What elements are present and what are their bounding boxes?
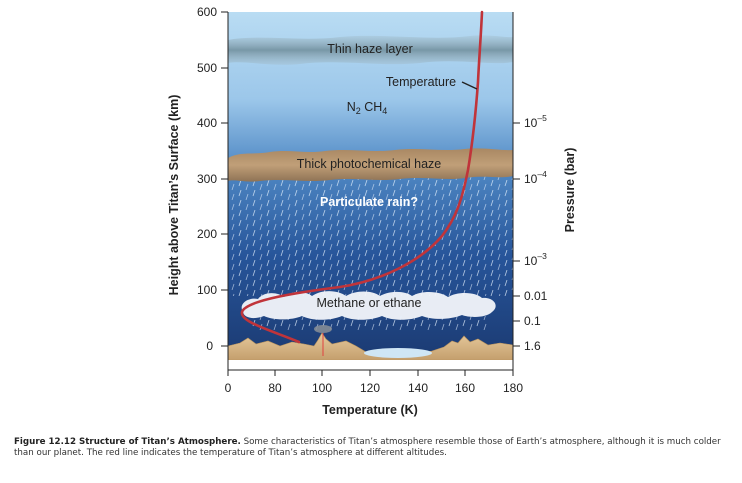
- right-axis-tick-labels: 10–5 10–4 10–3 0.01 0.1 1.6: [524, 113, 548, 353]
- tick-label-100: 100: [197, 283, 217, 297]
- left-axis-tick-labels: 600 500 400 300 200 100 0: [197, 5, 217, 353]
- methane-cloud: [241, 291, 496, 320]
- pressure-label-0-01: 0.01: [524, 289, 548, 303]
- tick-label-t140: 140: [408, 381, 428, 395]
- region-labels: Thin haze layer Temperature N2 CH4 Thick…: [297, 42, 456, 310]
- tick-label-500: 500: [197, 61, 217, 75]
- tick-label-200: 200: [197, 227, 217, 241]
- pressure-label-0-1: 0.1: [524, 314, 541, 328]
- particulate-rain-label: Particulate rain?: [320, 195, 418, 209]
- tick-label-300: 300: [197, 172, 217, 186]
- pressure-label-1e-5: 10–5: [524, 113, 547, 130]
- tick-label-t80: 80: [268, 381, 282, 395]
- left-axis-ticks: [221, 11, 228, 347]
- tick-label-t0: 0: [225, 381, 232, 395]
- caption-text: Some characteristics of Titan’s atmosphe…: [14, 437, 721, 458]
- tick-label-600: 600: [197, 5, 217, 19]
- thick-haze-label: Thick photochemical haze: [297, 157, 442, 171]
- tick-label-400: 400: [197, 116, 217, 130]
- tick-label-t100: 100: [312, 381, 332, 395]
- methane-label: Methane or ethane: [317, 296, 422, 310]
- temperature-label: Temperature: [386, 75, 456, 89]
- right-axis-title: Pressure (bar): [563, 148, 577, 233]
- methane-rain: [250, 316, 490, 330]
- composition-label: N2 CH4: [347, 100, 388, 116]
- pressure-label-1-6: 1.6: [524, 339, 541, 353]
- caption-label: Figure 12.12 Structure of Titan’s Atmosp…: [14, 437, 241, 447]
- bottom-axis-ticks: [227, 370, 514, 376]
- volcanic-plume: [314, 325, 332, 333]
- titan-atmosphere-diagram: 600 500 400 300 200 100 0 Height above T…: [167, 5, 577, 417]
- bottom-axis-title: Temperature (K): [322, 403, 418, 417]
- figure-caption: Figure 12.12 Structure of Titan’s Atmosp…: [14, 437, 732, 459]
- particulate-rain: [228, 176, 513, 296]
- tick-label-t160: 160: [455, 381, 475, 395]
- surface-lake: [364, 348, 432, 358]
- temperature-curve: [240, 10, 484, 344]
- pressure-label-1e-3: 10–3: [524, 251, 547, 268]
- thin-haze-label: Thin haze layer: [327, 42, 412, 56]
- left-axis-title: Height above Titan’s Surface (km): [167, 95, 181, 296]
- thick-haze-band: [228, 148, 513, 182]
- tick-label-0: 0: [206, 339, 213, 353]
- thin-haze-band: [228, 35, 513, 65]
- temperature-leader-line: [461, 81, 478, 90]
- right-axis-ticks: [513, 122, 520, 347]
- tick-label-t120: 120: [360, 381, 380, 395]
- bottom-axis-tick-labels: 0 80 100 120 140 160 180: [225, 381, 524, 395]
- pressure-label-1e-4: 10–4: [524, 169, 547, 186]
- tick-label-t180: 180: [503, 381, 523, 395]
